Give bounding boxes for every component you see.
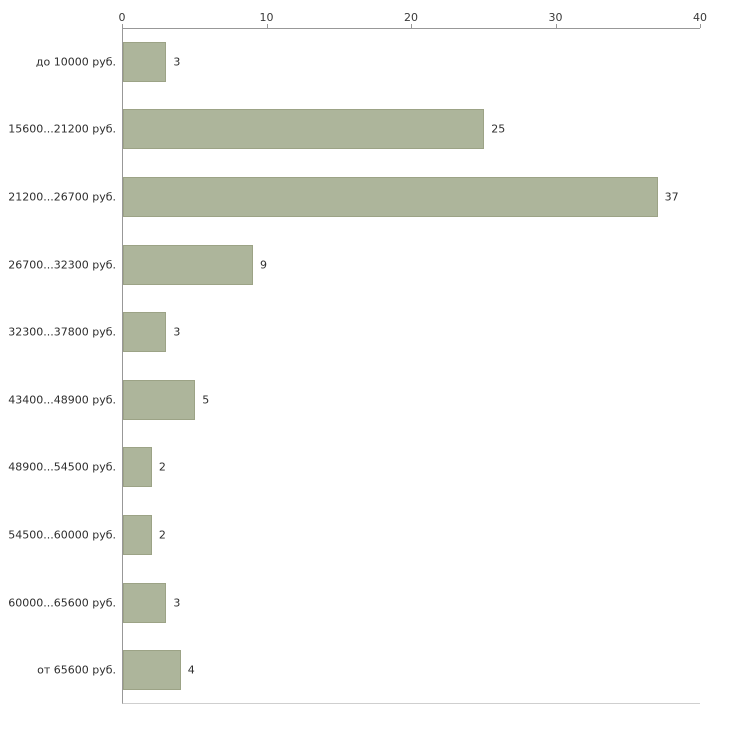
value-label-6: 2	[158, 460, 166, 474]
x-tick-mark-3	[555, 24, 557, 28]
bar-2	[123, 177, 658, 217]
bar-1	[123, 109, 485, 150]
bar-3	[123, 244, 254, 285]
category-label-2: 21200...26700 руб.	[8, 190, 116, 204]
x-tick-label-3: 30	[548, 11, 563, 24]
bar-0	[123, 41, 167, 82]
value-label-1: 25	[491, 122, 506, 136]
x-tick-label-4: 40	[693, 11, 707, 24]
plot-area	[122, 28, 700, 704]
bar-8	[123, 582, 167, 623]
bar-9	[123, 650, 181, 691]
value-label-0: 3	[173, 55, 181, 69]
bar-5	[123, 379, 196, 420]
category-label-1: 15600...21200 руб.	[8, 122, 116, 136]
value-label-8: 3	[173, 596, 181, 610]
x-tick-mark-4	[700, 24, 701, 28]
category-label-0: до 10000 руб.	[35, 55, 116, 69]
bar-7	[123, 515, 152, 555]
value-label-7: 2	[158, 528, 166, 542]
x-tick-mark-2	[411, 24, 412, 28]
value-label-3: 9	[260, 258, 268, 272]
bar-6	[123, 447, 152, 488]
category-label-9: от 65600 руб.	[37, 663, 116, 677]
x-tick-label-2: 20	[404, 11, 418, 24]
value-label-9: 4	[187, 663, 195, 677]
category-label-6: 48900...54500 руб.	[8, 460, 116, 474]
category-label-8: 60000...65600 руб.	[8, 596, 116, 610]
value-label-2: 37	[664, 190, 679, 204]
category-label-3: 26700...32300 руб.	[8, 258, 116, 272]
x-tick-label-0: 0	[118, 11, 126, 24]
category-label-5: 43400...48900 руб.	[8, 393, 116, 407]
category-label-7: 54500...60000 руб.	[8, 528, 116, 542]
x-tick-mark-1	[266, 24, 268, 28]
x-tick-label-1: 10	[259, 11, 274, 24]
x-tick-mark-0	[122, 24, 123, 28]
category-label-4: 32300...37800 руб.	[8, 325, 116, 339]
bar-4	[123, 312, 167, 353]
value-label-4: 3	[173, 325, 181, 339]
value-label-5: 5	[202, 393, 210, 407]
